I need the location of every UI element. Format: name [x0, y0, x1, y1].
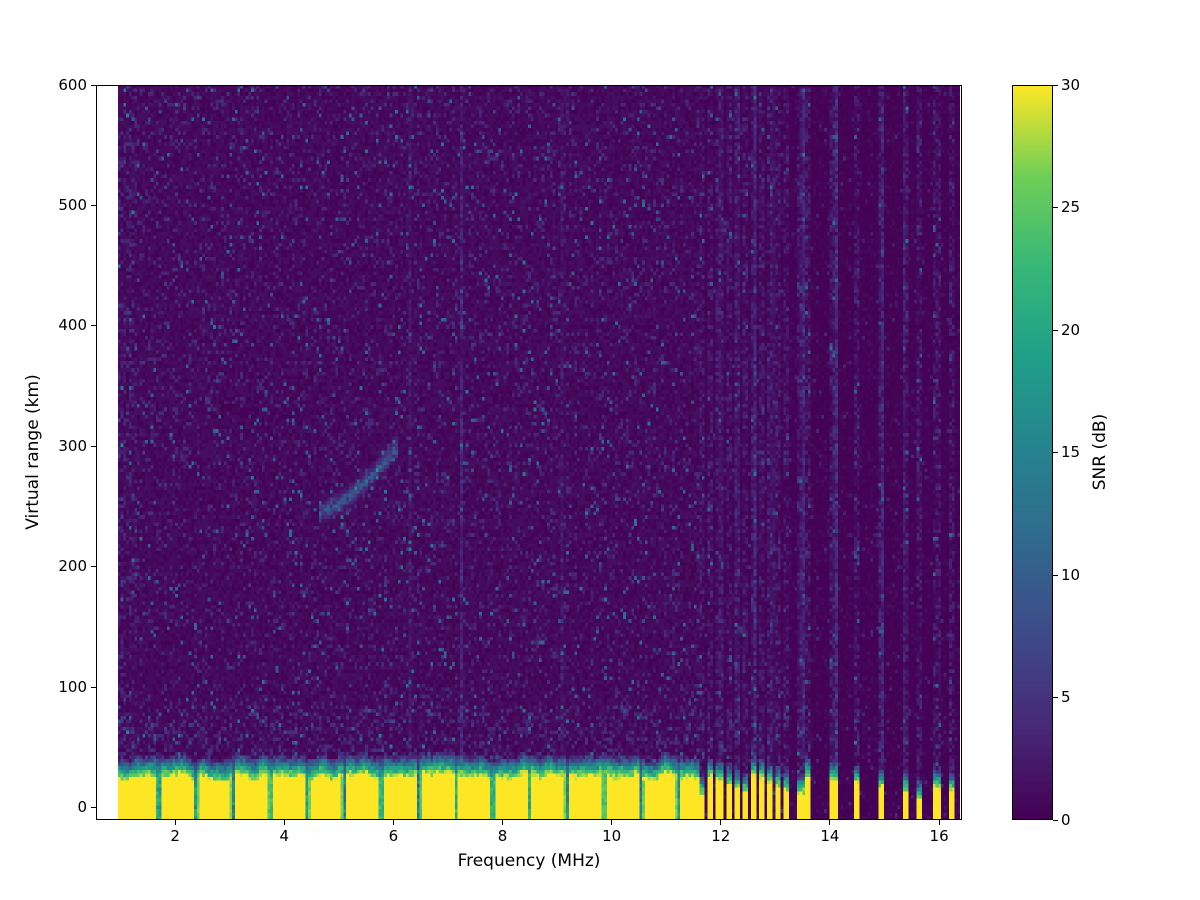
y-tick-mark — [91, 325, 96, 327]
y-tick-mark — [91, 807, 96, 809]
heatmap-canvas — [117, 85, 960, 820]
x-tick-label: 16 — [929, 827, 949, 845]
y-tick-label: 300 — [58, 436, 87, 455]
colorbar-tick-mark — [1053, 329, 1058, 331]
x-tick-mark — [392, 820, 394, 825]
x-tick-mark — [502, 820, 504, 825]
x-tick-label: 8 — [497, 827, 508, 845]
colorbar-tick-mark — [1053, 819, 1058, 821]
y-tick-label: 0 — [77, 798, 87, 817]
colorbar-tick-label: 0 — [1061, 810, 1071, 829]
x-tick-mark — [938, 820, 940, 825]
x-tick-mark — [829, 820, 831, 825]
x-tick-label: 12 — [711, 827, 731, 845]
colorbar-tick-label: 30 — [1061, 75, 1081, 94]
x-tick-label: 14 — [820, 827, 840, 845]
colorbar-tick-label: 5 — [1061, 688, 1071, 706]
y-tick-mark — [91, 84, 96, 86]
plot-area — [96, 85, 962, 820]
colorbar-tick-label: 25 — [1061, 198, 1081, 216]
y-tick-mark — [91, 686, 96, 688]
y-tick-label: 100 — [58, 677, 87, 696]
y-tick-label: 500 — [58, 195, 87, 214]
x-tick-label: 2 — [170, 827, 180, 845]
colorbar-tick-label: 20 — [1061, 320, 1081, 339]
x-tick-label: 4 — [279, 827, 290, 845]
x-axis-label: Frequency (MHz) — [457, 851, 601, 871]
y-tick-label: 400 — [58, 316, 87, 335]
colorbar-tick-mark — [1053, 574, 1058, 576]
colorbar-tick-label: 10 — [1061, 565, 1081, 584]
x-tick-label: 6 — [388, 827, 399, 845]
y-tick-label: 600 — [58, 75, 87, 94]
x-tick-label: 10 — [602, 827, 622, 845]
y-tick-mark — [91, 566, 96, 568]
x-tick-mark — [720, 820, 722, 825]
colorbar — [1012, 85, 1053, 820]
colorbar-tick-label: 15 — [1061, 443, 1081, 461]
x-tick-mark — [283, 820, 285, 825]
x-tick-mark — [174, 820, 176, 825]
colorbar-tick-mark — [1053, 697, 1058, 698]
y-tick-mark — [91, 445, 96, 447]
colorbar-tick-mark — [1053, 207, 1058, 208]
y-tick-mark — [91, 204, 96, 206]
x-tick-mark — [611, 820, 613, 825]
y-tick-label: 200 — [58, 557, 87, 576]
colorbar-tick-mark — [1053, 84, 1058, 86]
colorbar-tick-mark — [1053, 452, 1058, 453]
